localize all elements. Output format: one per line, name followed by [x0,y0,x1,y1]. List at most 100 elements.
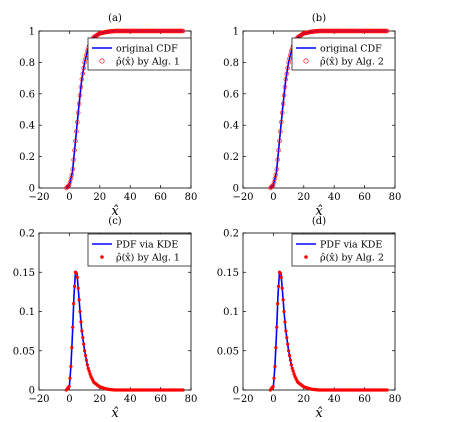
data-point [276,284,281,288]
x-tick-label: 40 [124,394,137,405]
y-tick-label: 0.6 [223,89,239,100]
x-tick-label: 80 [389,394,402,405]
panel-a: (a)−20 0 20 40 60 8000.20.40.60.81x̂original … [19,13,197,219]
data-point [72,302,76,306]
y-tick-label: 0.4 [223,121,239,132]
data-point [277,138,282,144]
legend-label: ρ̂(x̂) by Alg. 1 [116,253,180,264]
x-tick-label: 40 [328,394,341,405]
data-point [79,77,85,82]
data-point [181,388,185,392]
x-axis-label: x̂ [315,406,323,421]
x-tick-label: −20 [28,192,49,203]
data-point [283,320,287,324]
y-tick-label: 0.15 [217,268,239,279]
data-point [280,110,285,115]
data-point [75,119,80,125]
y-tick-label: 0.2 [19,152,35,163]
data-point [77,93,83,98]
legend-marker-swatch [100,255,104,259]
legend-label: original CDF [116,44,178,55]
data-point [76,101,82,107]
data-point [280,286,284,290]
y-tick-label: 0.4 [19,121,35,132]
panel-tag: (c) [108,216,122,227]
legend-marker-swatch [99,58,105,64]
data-point [271,384,275,389]
data-point [284,71,289,76]
data-point [278,271,282,275]
legend-box [291,233,396,267]
data-point [76,286,80,290]
x-tick-label: −20 [28,394,49,405]
data-point [72,284,77,288]
data-point [79,320,83,324]
y-tick-label: 0.1 [19,307,35,318]
y-tick-label: 0.15 [13,268,35,279]
data-point [87,369,91,373]
legend: PDF via KDE ρ̂(x̂) by Alg. 2 [291,233,396,267]
y-tick-label: 0 [29,184,35,195]
data-point [287,349,291,353]
data-point [80,71,85,76]
data-point [286,342,290,346]
x-tick-label: 80 [389,192,402,203]
legend-label: original CDF [320,44,382,55]
x-tick-label: 40 [328,192,341,203]
y-tick-label: 0 [233,386,239,397]
data-point [284,329,288,333]
x-tick-label: 60 [154,394,167,405]
legend-label: ρ̂(x̂) by Alg. 2 [320,57,384,68]
panel-tag: (b) [312,13,326,24]
data-point [75,275,79,280]
data-point [76,110,81,115]
data-point [88,372,92,376]
y-tick-label: 0.2 [223,229,239,240]
y-tick-label: 0.1 [223,307,239,318]
y-tick-label: 0.2 [19,229,35,240]
data-point [72,148,77,153]
data-point [290,366,294,370]
legend-label: ρ̂(x̂) by Alg. 2 [320,253,384,264]
series-line [269,270,388,391]
data-point [81,335,85,340]
data-point [276,302,280,306]
panel-b: (b)−20 0 20 40 60 8000.20.40.60.81x̂original … [223,13,401,219]
y-tick-label: 0.8 [223,58,239,69]
x-axis-label: x̂ [111,204,119,219]
data-point [288,358,293,362]
data-point [385,388,389,392]
data-point [68,376,72,380]
data-point [281,298,285,302]
x-tick-label: 20 [297,192,310,203]
data-point [78,309,82,314]
series-line [65,270,184,391]
data-point [84,358,89,362]
data-point [292,372,296,376]
data-point [69,364,73,369]
data-point [269,183,275,189]
data-point [272,376,276,380]
data-point [80,329,84,333]
data-point [74,129,79,134]
x-axis-label: x̂ [111,406,119,421]
data-point [282,84,288,90]
data-point [71,157,76,162]
legend-label: PDF via KDE [320,240,382,251]
data-point [74,271,78,275]
x-tick-label: 0 [270,394,276,405]
data-point [69,172,75,178]
data-point [291,369,295,373]
x-axis-label: x̂ [315,204,323,219]
data-point [282,309,286,314]
panel-tag: (a) [108,13,122,24]
legend-box [87,233,192,267]
data-point [280,101,286,107]
x-tick-label: 20 [93,192,106,203]
y-tick-label: 1 [29,27,35,38]
x-tick-label: −20 [232,394,253,405]
legend: PDF via KDE ρ̂(x̂) by Alg. 1 [87,233,192,267]
